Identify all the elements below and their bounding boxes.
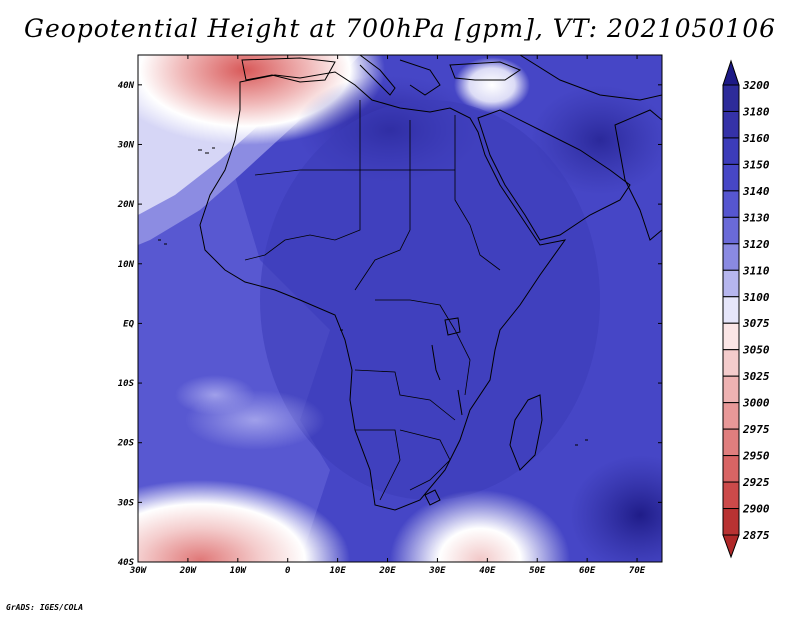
lat-tick-label: 20N — [117, 200, 135, 210]
border-southern — [399, 429, 451, 491]
border-west-africa — [244, 100, 361, 261]
border-east — [454, 115, 501, 271]
longitude-axis: 30W 20W 10W 0 10E 20E 30E 40E 50E 60E 70E — [129, 55, 646, 576]
lon-tick-label: 10W — [230, 566, 248, 576]
mascarene-islands — [575, 439, 588, 446]
colorbar-box — [722, 243, 740, 271]
colorbar-box — [722, 296, 740, 324]
south-atlantic-trough — [138, 480, 350, 562]
madagascar-coastline — [509, 394, 543, 471]
colorbar-label: 3110 — [742, 264, 770, 277]
india-coastline — [614, 109, 662, 241]
lat-tick-label: 40S — [118, 558, 135, 568]
lat-tick-label: 20S — [117, 439, 135, 449]
colorbar-label: 3140 — [742, 185, 770, 198]
canary-islands — [198, 147, 215, 154]
colorbar-box — [722, 137, 740, 165]
colorbar-label: 3160 — [742, 132, 770, 145]
colorbar-box — [722, 269, 740, 298]
colorbar-label: 3180 — [742, 105, 770, 118]
lon-tick-label: 20W — [179, 566, 198, 576]
geopotential-field — [138, 55, 662, 562]
se-atlantic-light-2 — [175, 375, 255, 415]
lon-tick-label: 0 — [285, 566, 291, 576]
colorbar-label: 3130 — [742, 211, 770, 224]
grads-credit: GrADS: IGES/COLA — [6, 603, 84, 612]
colorbar-box — [722, 110, 740, 139]
southeast-indian-ridge — [570, 455, 662, 562]
colorbar-label: 2875 — [742, 529, 770, 542]
colorbar-label: 2950 — [742, 450, 770, 463]
colorbar-label: 3050 — [742, 344, 770, 357]
colorbar-label: 3200 — [742, 79, 770, 92]
colorbar-label: 3025 — [742, 370, 770, 383]
colorbar-box — [722, 402, 740, 430]
lat-tick-label: 10S — [118, 379, 135, 389]
colorbar-label: 3150 — [742, 158, 770, 171]
colorbar-label: 2975 — [742, 423, 770, 436]
lon-tick-label: 30E — [428, 566, 446, 576]
colorbar-box — [722, 322, 740, 351]
lat-tick-label: 10N — [118, 260, 135, 270]
lon-tick-label: 70E — [629, 566, 646, 576]
colorbar-top-arrow — [722, 59, 740, 86]
border-central-north — [354, 120, 411, 291]
latitude-axis: 40N 30N 20N 10N EQ 10S 20S 30S 40S — [117, 81, 662, 568]
turkey-coastline — [449, 61, 522, 81]
arabia-coastline — [477, 109, 631, 241]
colorbar-box — [722, 375, 740, 404]
italy-coastline — [359, 55, 396, 96]
cape-verde-islands — [158, 239, 167, 245]
colorbar-label: 3000 — [742, 397, 770, 410]
east-med-light — [454, 57, 530, 113]
lake-tanganyika — [431, 344, 441, 381]
lon-tick-label: 50E — [529, 566, 546, 576]
lat-tick-label: EQ — [123, 319, 134, 329]
colorbar-box — [722, 190, 740, 218]
lon-tick-label: 60E — [579, 566, 596, 576]
arabia-dark — [530, 85, 662, 195]
lake-victoria — [444, 317, 461, 336]
colorbar-label: 3100 — [742, 291, 770, 304]
colorbar: 3200 3180 3160 3150 3140 3130 3120 3110 3100 3075… — [722, 59, 770, 559]
south-indian-trough — [390, 490, 570, 562]
colorbar-label: 3075 — [742, 317, 770, 330]
lat-tick-label: 30N — [117, 140, 135, 150]
iberia-coastline — [241, 57, 336, 83]
continent-dark-area — [260, 100, 600, 500]
colorbar-box — [722, 481, 740, 510]
colorbar-label: 3120 — [742, 238, 770, 251]
border-south-central — [354, 369, 456, 421]
map-frame — [137, 54, 663, 563]
lesotho-border — [424, 489, 441, 506]
border-namibia — [355, 429, 401, 501]
colorbar-box — [722, 508, 740, 536]
colorbar-box — [722, 349, 740, 377]
lat-tick-label: 40N — [118, 81, 135, 91]
asia-coastline — [519, 55, 662, 101]
colorbar-label: 2925 — [742, 476, 770, 489]
balkans-coastline — [399, 59, 441, 96]
lon-tick-label: 10E — [329, 566, 346, 576]
border-central — [375, 299, 471, 396]
border-sahara — [254, 169, 455, 176]
lon-tick-label: 20E — [378, 566, 396, 576]
lon-tick-label: 40E — [479, 566, 496, 576]
coastlines — [158, 55, 662, 511]
colorbar-box — [722, 84, 740, 112]
colorbar-label: 2900 — [742, 503, 770, 516]
africa-coastline — [199, 71, 567, 511]
colorbar-box — [722, 428, 740, 457]
colorbar-box — [722, 216, 740, 245]
colorbar-bottom-arrow — [722, 534, 740, 559]
colorbar-box — [722, 455, 740, 483]
lake-malawi — [457, 389, 463, 416]
lon-tick-label: 30W — [129, 566, 148, 576]
colorbar-box — [722, 163, 740, 192]
chart-title: Geopotential Height at 700hPa [gpm], VT:… — [23, 14, 777, 43]
lat-tick-label: 30S — [117, 498, 135, 508]
